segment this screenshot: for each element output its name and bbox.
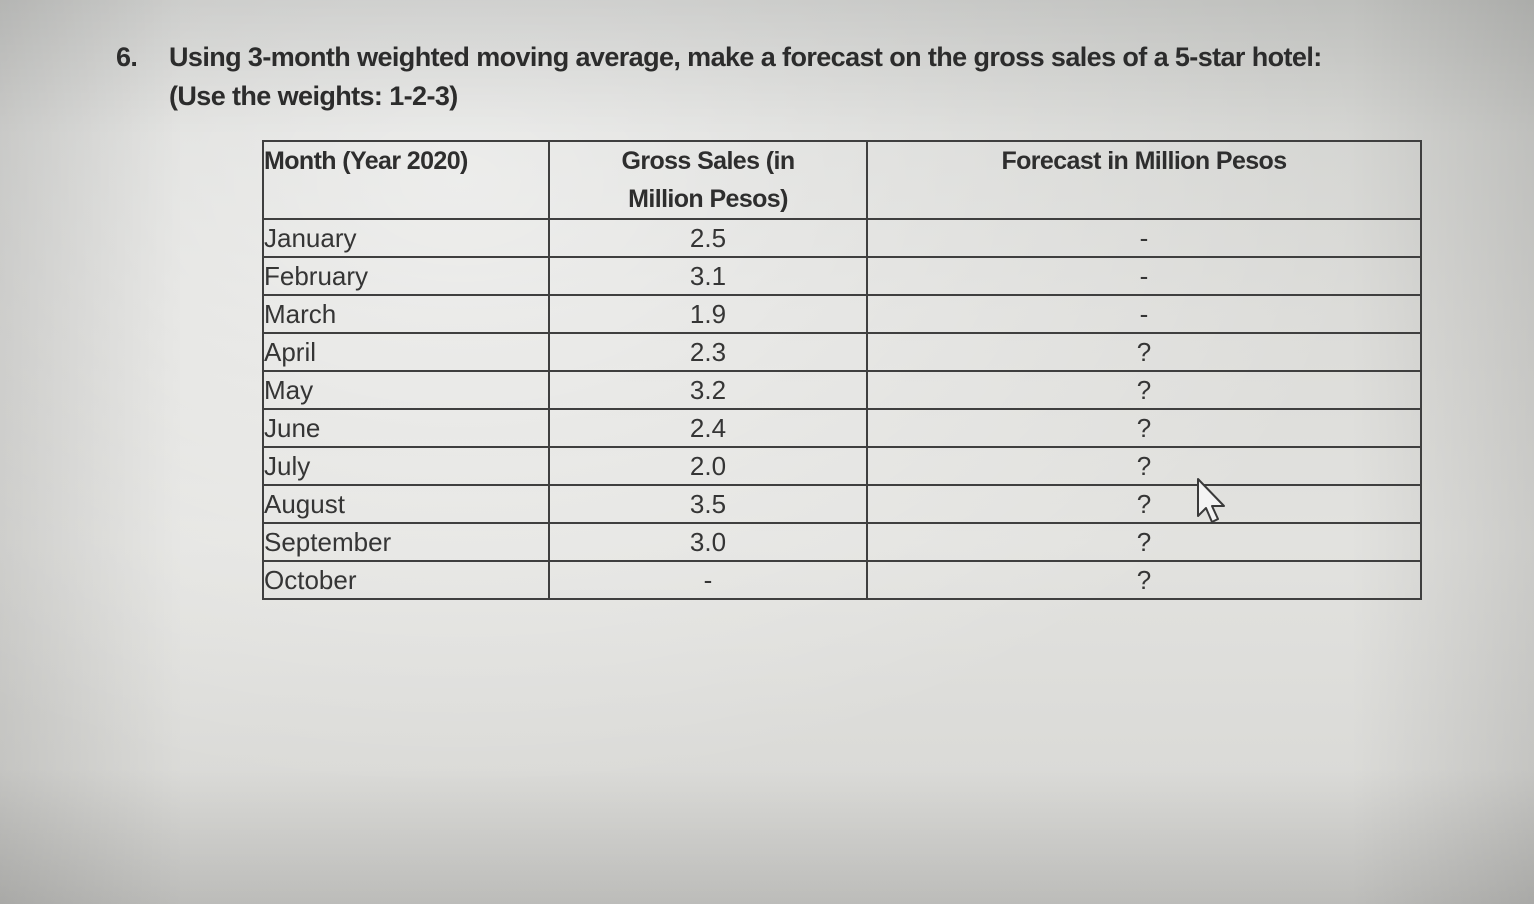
table-row: May 3.2 ?	[262, 370, 1422, 410]
forecast-cell: ?	[866, 332, 1422, 372]
table-row: January 2.5 -	[262, 218, 1422, 258]
sales-cell: 2.0	[548, 446, 868, 486]
table-header-row: Month (Year 2020) Gross Sales (in Millio…	[262, 140, 1422, 220]
question-text: Using 3-month weighted moving average, m…	[169, 42, 1322, 72]
forecast-cell: ?	[866, 408, 1422, 448]
header-forecast: Forecast in Million Pesos	[866, 140, 1422, 220]
sales-cell: 3.2	[548, 370, 868, 410]
sales-cell: 2.3	[548, 332, 868, 372]
table-row: March 1.9 -	[262, 294, 1422, 334]
table-row: September 3.0 ?	[262, 522, 1422, 562]
table-row: June 2.4 ?	[262, 408, 1422, 448]
forecast-cell: -	[866, 218, 1422, 258]
month-cell: April	[262, 332, 550, 372]
sales-cell: 2.5	[548, 218, 868, 258]
month-cell: September	[262, 522, 550, 562]
forecast-cell: ?	[866, 446, 1422, 486]
forecast-cell: ?	[866, 522, 1422, 562]
month-cell: May	[262, 370, 550, 410]
forecast-cell: -	[866, 294, 1422, 334]
table-row: October - ?	[262, 560, 1422, 600]
table-row: August 3.5 ?	[262, 484, 1422, 524]
month-cell: February	[262, 256, 550, 296]
header-gross-sales-line2: Million Pesos)	[628, 185, 788, 213]
table-row: April 2.3 ?	[262, 332, 1422, 372]
forecast-cell: ?	[866, 484, 1422, 524]
header-gross-sales-line1: Gross Sales (in	[621, 147, 795, 175]
sales-cell: -	[548, 560, 868, 600]
month-cell: June	[262, 408, 550, 448]
sales-cell: 3.0	[548, 522, 868, 562]
month-cell: August	[262, 484, 550, 524]
month-cell: October	[262, 560, 550, 600]
month-cell: March	[262, 294, 550, 334]
question-weights-note: (Use the weights: 1-2-3)	[169, 81, 458, 111]
table-row: July 2.0 ?	[262, 446, 1422, 486]
sales-cell: 3.1	[548, 256, 868, 296]
month-cell: January	[262, 218, 550, 258]
month-cell: July	[262, 446, 550, 486]
forecast-cell: ?	[866, 370, 1422, 410]
header-gross-sales: Gross Sales (in Million Pesos)	[548, 140, 868, 220]
sales-cell: 1.9	[548, 294, 868, 334]
sales-cell: 2.4	[548, 408, 868, 448]
question-number: 6.	[116, 42, 138, 72]
header-month: Month (Year 2020)	[262, 140, 550, 220]
mouse-pointer-icon	[1197, 478, 1225, 523]
forecast-cell: -	[866, 256, 1422, 296]
table-row: February 3.1 -	[262, 256, 1422, 296]
forecast-cell: ?	[866, 560, 1422, 600]
gross-sales-table: Month (Year 2020) Gross Sales (in Millio…	[262, 140, 1422, 600]
sales-cell: 3.5	[548, 484, 868, 524]
